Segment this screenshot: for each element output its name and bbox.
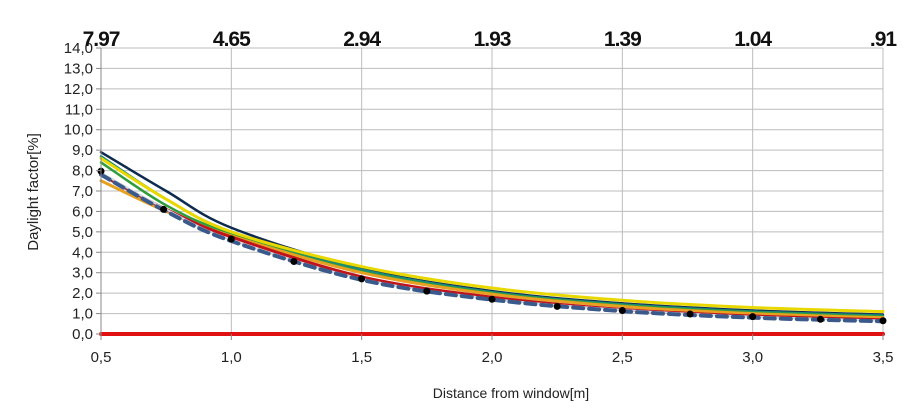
x-tick-label: 3,0 — [742, 349, 763, 366]
y-tick-label: 0,0 — [72, 326, 93, 343]
x-tick-label: 2,5 — [612, 349, 633, 366]
data-point — [358, 275, 366, 283]
data-point — [227, 235, 235, 243]
data-point — [553, 302, 561, 310]
top-annotation-label: 1.04 — [734, 28, 772, 51]
data-point — [816, 315, 824, 323]
top-annotations: 7.97 4.65 2.94 1.93 1.39 1.04 .91 — [83, 28, 899, 51]
data-point — [749, 313, 757, 321]
x-tick-label: 1,5 — [351, 349, 372, 366]
x-axis-label: Distance from window[m] — [433, 385, 589, 401]
y-tick-label: 12,0 — [64, 81, 93, 98]
data-point — [879, 317, 887, 325]
y-tick-label: 7,0 — [72, 183, 93, 200]
y-tick-label: 10,0 — [64, 122, 93, 139]
y-tick-label: 11,0 — [65, 101, 93, 118]
series-line-4 — [99, 156, 885, 314]
x-tick-label: 0,5 — [91, 349, 112, 366]
axis-layer: 0,0 1,0 2,0 3,0 4,0 5,0 6,0 7,0 8,0 9,0 10,0 11,0 12… — [64, 40, 894, 366]
data-point — [423, 287, 431, 295]
data-point — [290, 257, 298, 265]
x-tick-label: 1,0 — [221, 349, 242, 366]
y-tick-label: 6,0 — [72, 203, 93, 220]
series-line-8 — [99, 172, 885, 324]
y-tick-label: 9,0 — [72, 142, 93, 159]
top-annotation-label: 4.65 — [213, 28, 251, 51]
data-point — [618, 307, 626, 315]
top-annotation-label: 7.97 — [83, 28, 120, 51]
y-tick-label: 3,0 — [72, 265, 93, 282]
x-tick-label: 3,5 — [873, 349, 894, 366]
top-annotation-label: 1.93 — [474, 28, 511, 51]
top-annotation-label: 1.39 — [604, 28, 641, 51]
y-tick-label: 5,0 — [72, 224, 93, 241]
data-point — [686, 310, 694, 318]
x-tick-label: 2,0 — [482, 349, 503, 366]
y-tick-label: 1,0 — [72, 306, 93, 323]
y-tick-label: 8,0 — [72, 163, 93, 180]
data-point — [160, 205, 168, 213]
y-tick-label: 13,0 — [64, 60, 93, 77]
y-tick-label: 2,0 — [72, 285, 93, 302]
y-tick-label: 4,0 — [72, 244, 93, 261]
top-annotation-label: 2.94 — [343, 28, 381, 51]
y-axis-label: Daylight factor[%] — [25, 133, 42, 251]
points-layer — [97, 167, 887, 325]
data-point — [488, 295, 496, 303]
top-annotation-label: .91 — [870, 28, 898, 51]
y-tick-label: 14,0 — [64, 40, 93, 57]
